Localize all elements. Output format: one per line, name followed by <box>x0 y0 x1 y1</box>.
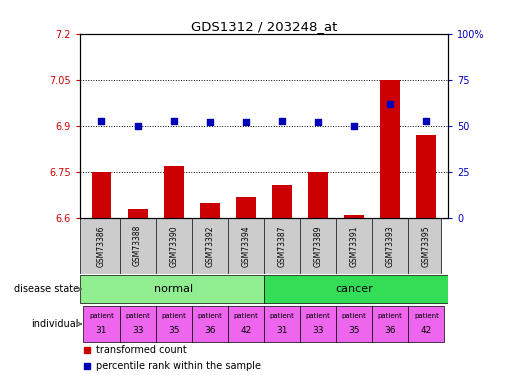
Text: patient: patient <box>305 313 331 319</box>
Point <box>314 119 322 125</box>
Text: percentile rank within the sample: percentile rank within the sample <box>96 361 262 370</box>
Point <box>97 117 106 123</box>
Bar <box>272 184 292 218</box>
Text: patient: patient <box>233 313 259 319</box>
Text: GSM73392: GSM73392 <box>205 225 214 267</box>
Text: 33: 33 <box>312 326 324 335</box>
Point <box>422 117 431 123</box>
Text: GSM73390: GSM73390 <box>169 225 178 267</box>
Bar <box>417 135 436 218</box>
Text: patient: patient <box>197 313 222 319</box>
Text: GSM73387: GSM73387 <box>278 225 286 267</box>
Text: 42: 42 <box>421 326 432 335</box>
Bar <box>408 306 444 342</box>
Text: 36: 36 <box>385 326 396 335</box>
Text: GSM73388: GSM73388 <box>133 225 142 266</box>
Bar <box>381 80 400 218</box>
Text: 31: 31 <box>96 326 107 335</box>
Text: 42: 42 <box>241 326 251 335</box>
Bar <box>336 306 372 342</box>
Point <box>205 119 214 125</box>
Bar <box>128 209 147 218</box>
Bar <box>164 166 184 218</box>
Text: 31: 31 <box>276 326 288 335</box>
Text: GSM73395: GSM73395 <box>422 225 431 267</box>
Point <box>242 119 250 125</box>
Bar <box>92 172 111 218</box>
Text: cancer: cancer <box>335 284 373 294</box>
Bar <box>119 306 156 342</box>
Bar <box>80 275 264 303</box>
Text: patient: patient <box>125 313 150 319</box>
Text: 35: 35 <box>168 326 179 335</box>
Point <box>350 123 358 129</box>
Bar <box>344 215 364 218</box>
Text: GSM73391: GSM73391 <box>350 225 358 267</box>
Text: disease state: disease state <box>14 284 79 294</box>
Text: patient: patient <box>89 313 114 319</box>
Text: patient: patient <box>342 313 367 319</box>
Text: 33: 33 <box>132 326 143 335</box>
Bar <box>228 306 264 342</box>
Bar <box>372 306 408 342</box>
Bar <box>200 203 220 218</box>
Text: patient: patient <box>414 313 439 319</box>
Title: GDS1312 / 203248_at: GDS1312 / 203248_at <box>191 20 337 33</box>
Text: normal: normal <box>154 284 193 294</box>
Bar <box>308 172 328 218</box>
Text: transformed count: transformed count <box>96 345 187 355</box>
Bar <box>264 306 300 342</box>
Bar <box>236 197 256 218</box>
Text: individual: individual <box>31 319 79 329</box>
Text: GSM73386: GSM73386 <box>97 225 106 267</box>
Point <box>278 117 286 123</box>
Bar <box>264 275 477 303</box>
Text: GSM73394: GSM73394 <box>242 225 250 267</box>
Point <box>133 123 142 129</box>
Text: GSM73389: GSM73389 <box>314 225 322 267</box>
Text: 36: 36 <box>204 326 216 335</box>
Text: patient: patient <box>269 313 295 319</box>
Bar <box>192 306 228 342</box>
Text: patient: patient <box>161 313 186 319</box>
Bar <box>156 306 192 342</box>
Point <box>169 117 178 123</box>
Point <box>386 101 394 107</box>
Text: GSM73393: GSM73393 <box>386 225 395 267</box>
Bar <box>300 306 336 342</box>
Text: 35: 35 <box>349 326 360 335</box>
Bar <box>83 306 119 342</box>
Text: patient: patient <box>378 313 403 319</box>
